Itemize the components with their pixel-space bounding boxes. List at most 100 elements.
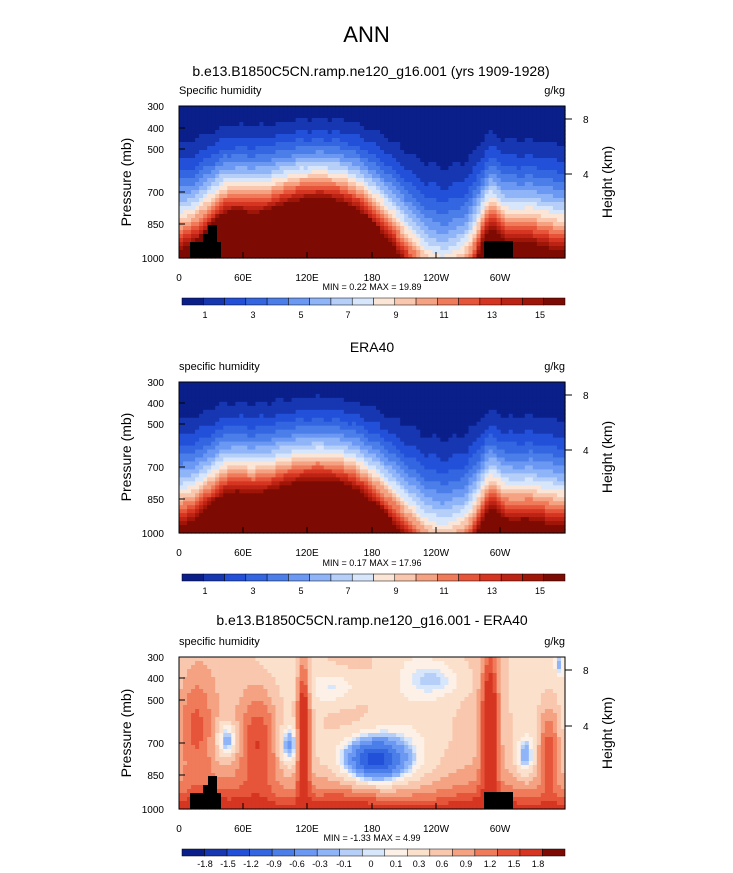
contour-cell — [544, 401, 550, 407]
contour-cell — [516, 106, 522, 111]
contour-cell — [412, 385, 417, 391]
contour-cell — [251, 393, 256, 399]
contour-cell — [556, 118, 562, 123]
contour-cell — [199, 433, 204, 439]
contour-cell — [239, 134, 244, 139]
contour-cell — [359, 178, 365, 183]
contour-cell — [400, 106, 405, 111]
contour-cell — [311, 397, 317, 403]
y-right-axis-label: Height (km) — [599, 146, 615, 218]
contour-cell — [267, 122, 273, 127]
contour-cell — [307, 186, 313, 191]
contour-cell — [504, 206, 510, 211]
contour-cell — [339, 234, 345, 239]
contour-cell — [448, 170, 454, 175]
contour-cell — [444, 389, 449, 395]
contour-cell — [323, 126, 329, 131]
contour-cell — [291, 170, 297, 175]
contour-cell — [195, 190, 200, 195]
contour-cell — [500, 106, 506, 111]
contour-cell — [432, 126, 437, 131]
contour-cell — [311, 146, 317, 151]
contour-cell — [424, 210, 429, 215]
contour-cell — [408, 393, 413, 399]
contour-cell — [388, 409, 393, 415]
contour-cell — [404, 158, 409, 163]
contour-cell — [363, 118, 369, 123]
contour-cell — [388, 158, 393, 163]
contour-cell — [195, 202, 200, 207]
contour-cell — [259, 234, 265, 239]
contour-cell — [476, 405, 482, 411]
contour-cell — [508, 425, 514, 431]
contour-cell — [351, 425, 357, 431]
contour-cell — [335, 174, 341, 179]
contour-cell — [456, 413, 462, 419]
contour-cell — [440, 190, 445, 195]
contour-cell — [263, 222, 269, 227]
contour-cell — [480, 246, 486, 251]
contour-cell — [488, 122, 494, 127]
contour-cell — [363, 198, 369, 203]
contour-cell — [223, 178, 228, 183]
contour-cell — [456, 429, 462, 435]
contour-cell — [548, 138, 554, 143]
contour-cell — [215, 118, 220, 123]
contour-cell — [460, 182, 466, 187]
contour-cell — [424, 246, 429, 251]
contour-cell — [191, 134, 196, 139]
contour-cell — [199, 405, 204, 411]
contour-cell — [199, 238, 204, 243]
contour-cell — [416, 397, 421, 403]
contour-cell — [404, 202, 409, 207]
contour-cell — [187, 166, 192, 171]
contour-cell — [315, 401, 321, 407]
contour-cell — [215, 409, 220, 415]
contour-cell — [183, 194, 188, 199]
contour-cell — [179, 250, 184, 255]
contour-cell — [452, 150, 458, 155]
contour-cell — [203, 118, 208, 123]
contour-cell — [440, 150, 445, 155]
contour-cell — [448, 178, 454, 183]
contour-cell — [327, 126, 333, 131]
contour-cell — [516, 389, 522, 395]
contour-cell — [408, 158, 413, 163]
contour-cell — [259, 126, 265, 131]
contour-cell — [343, 138, 349, 143]
contour-cell — [299, 146, 305, 151]
contour-cell — [536, 138, 542, 143]
contour-cell — [295, 393, 301, 399]
contour-cell — [223, 158, 228, 163]
contour-cell — [548, 254, 554, 259]
contour-cell — [424, 425, 429, 431]
contour-cell — [275, 222, 281, 227]
contour-cell — [416, 409, 421, 415]
contour-cell — [259, 389, 265, 395]
colorbar-label: 1 — [202, 310, 207, 320]
contour-cell — [400, 214, 405, 219]
contour-cell — [376, 110, 381, 115]
contour-cell — [428, 405, 433, 411]
contour-cell — [508, 385, 514, 391]
contour-cell — [275, 126, 281, 131]
contour-cell — [412, 170, 417, 175]
contour-cell — [496, 142, 502, 147]
contour-cell — [552, 174, 558, 179]
contour-cell — [367, 182, 373, 187]
contour-cell — [315, 433, 321, 439]
contour-cell — [528, 146, 534, 151]
contour-cell — [404, 126, 409, 131]
contour-cell — [412, 190, 417, 195]
contour-cell — [235, 114, 240, 119]
contour-cell — [380, 210, 385, 215]
contour-cell — [536, 230, 542, 235]
contour-cell — [376, 234, 381, 239]
contour-cell — [436, 130, 441, 135]
contour-cell — [231, 126, 236, 131]
contour-cell — [540, 417, 546, 423]
contour-cell — [512, 417, 518, 423]
contour-cell — [239, 230, 244, 235]
contour-cell — [279, 382, 285, 387]
contour-cell — [239, 122, 244, 127]
